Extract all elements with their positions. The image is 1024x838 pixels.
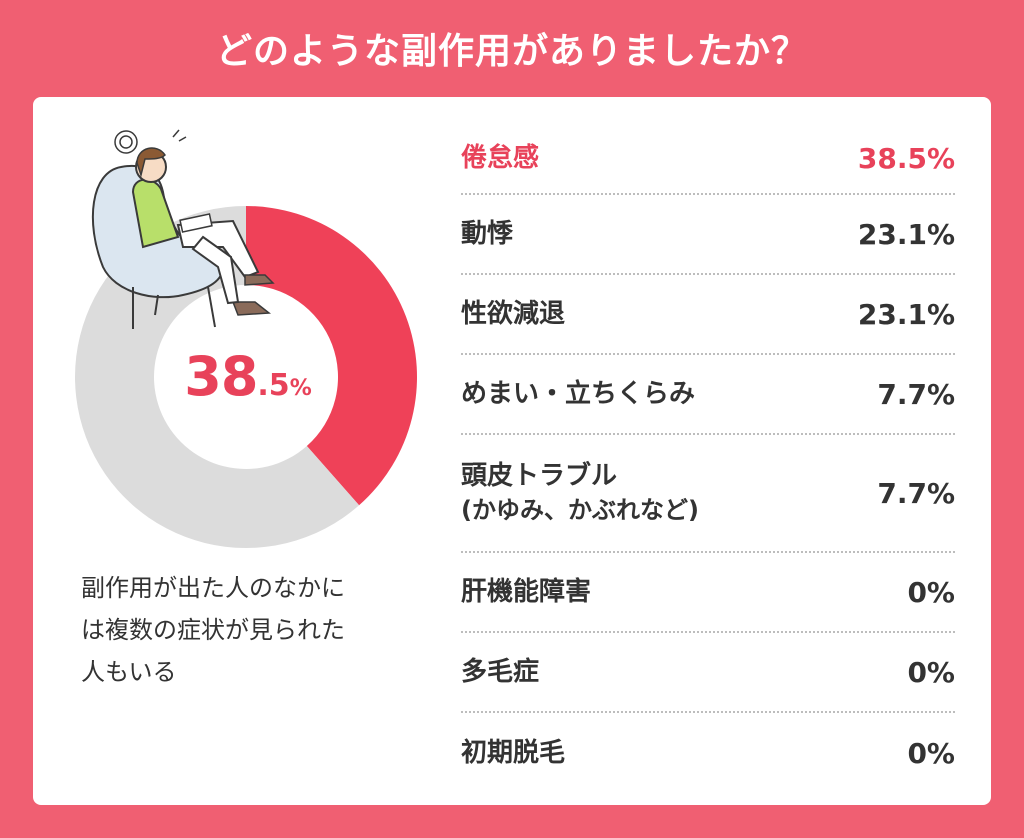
center-value-decimal: .5 <box>257 368 290 403</box>
page-title: どのような副作用がありましたか？ <box>215 31 808 72</box>
item-label: 初期脱毛 <box>461 738 566 768</box>
item-value: 38.5% <box>857 141 955 175</box>
center-value-integer: 38 <box>184 345 258 408</box>
item-value: 0% <box>907 575 955 609</box>
item-label: 頭皮トラブル <box>461 461 618 491</box>
item-value: 23.1% <box>857 297 955 331</box>
note-line: 人もいる <box>81 658 177 686</box>
donut-slice-highlight <box>246 206 417 506</box>
list-item: 倦怠感 38.5% <box>461 123 955 195</box>
item-value: 7.7% <box>877 476 955 510</box>
chart-note: 副作用が出た人のなかに は複数の症状が見られた 人もいる <box>81 567 431 693</box>
item-label: 動悸 <box>461 219 514 249</box>
item-label: 倦怠感 <box>461 143 540 173</box>
list-item: めまい・立ちくらみ 7.7% <box>461 355 955 435</box>
list-item: 頭皮トラブル (かゆみ、かぶれなど) 7.7% <box>461 435 955 553</box>
item-label-group: 頭皮トラブル (かゆみ、かぶれなど) <box>461 459 699 527</box>
item-label: 肝機能障害 <box>461 577 592 607</box>
note-line: 副作用が出た人のなかに <box>81 574 345 602</box>
item-value: 23.1% <box>857 217 955 251</box>
center-value-percent-sign: % <box>289 376 312 401</box>
list-item: 性欲減退 23.1% <box>461 275 955 355</box>
list-item: 動悸 23.1% <box>461 195 955 275</box>
item-value: 7.7% <box>877 377 955 411</box>
item-label: めまい・立ちくらみ <box>461 379 696 409</box>
side-effect-list: 倦怠感 38.5% 動悸 23.1% 性欲減退 23.1% めまい・立ちくらみ … <box>461 123 955 793</box>
item-value: 0% <box>907 655 955 689</box>
list-item: 肝機能障害 0% <box>461 553 955 633</box>
note-line: は複数の症状が見られた <box>81 616 345 644</box>
item-label: 性欲減退 <box>461 299 566 329</box>
list-item: 多毛症 0% <box>461 633 955 713</box>
donut-chart <box>74 129 417 548</box>
list-item: 初期脱毛 0% <box>461 713 955 793</box>
chart-card: 38.5% 副作用が出た人のなかに は複数の症状が見られた 人もいる 倦怠感 3… <box>33 97 991 805</box>
item-value: 0% <box>907 736 955 770</box>
item-sublabel: (かゆみ、かぶれなど) <box>461 496 699 524</box>
woman-in-chair-illustration <box>92 129 275 329</box>
item-label: 多毛症 <box>461 657 540 687</box>
donut-center-value: 38.5% <box>178 345 318 408</box>
